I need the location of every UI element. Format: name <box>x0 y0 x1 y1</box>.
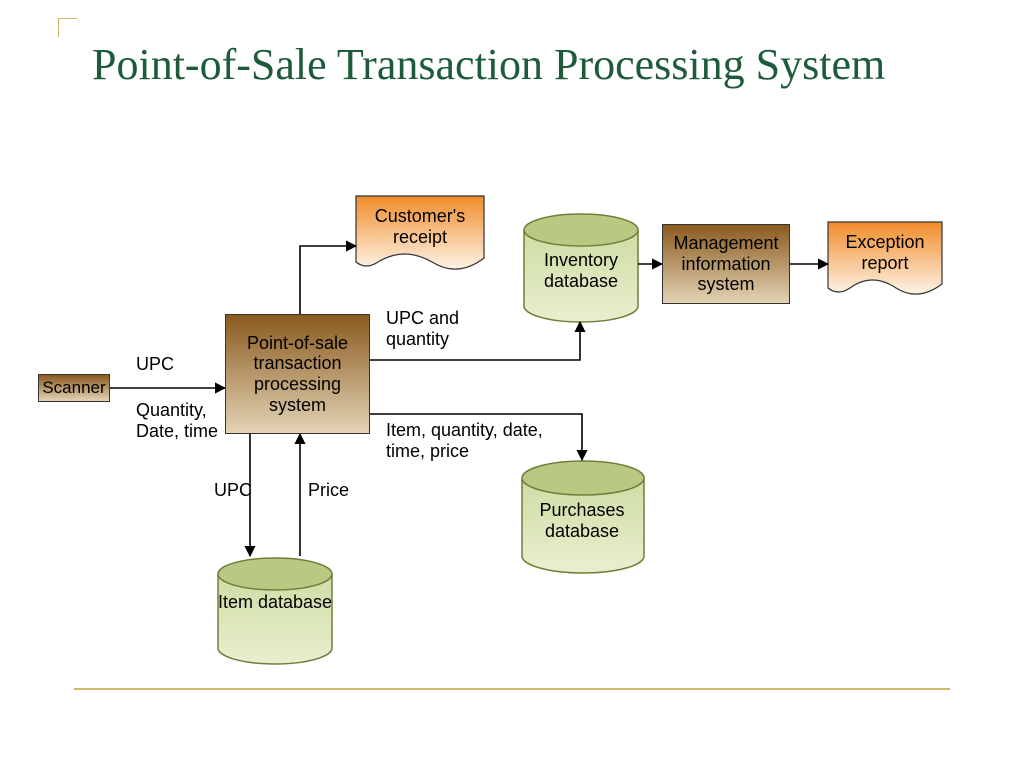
label-price: Price <box>308 480 349 501</box>
purchases-db-label: Purchases database <box>522 500 642 541</box>
label-upc-qty: UPC and quantity <box>386 308 496 349</box>
exception-report-box: Exception report <box>828 222 942 294</box>
customers-receipt-box: Customer's receipt <box>356 196 484 268</box>
customers-receipt-label: Customer's receipt <box>356 206 484 247</box>
slide: Point-of-Sale Transaction Processing Sys… <box>0 0 1024 768</box>
label-upc2: UPC <box>214 480 252 501</box>
label-upc: UPC <box>136 354 174 375</box>
item-db-label: Item database <box>215 592 335 613</box>
diagram-svg <box>0 0 1024 768</box>
mis-box: Management information system <box>662 224 790 304</box>
scanner-box: Scanner <box>38 374 110 402</box>
exception-report-label: Exception report <box>828 232 942 273</box>
label-qty-date-time: Quantity, Date, time <box>136 400 226 441</box>
pos-system-box: Point-of-sale transaction processing sys… <box>225 314 370 434</box>
inventory-db-label: Inventory database <box>521 250 641 291</box>
label-item-line: Item, quantity, date, time, price <box>386 420 546 461</box>
